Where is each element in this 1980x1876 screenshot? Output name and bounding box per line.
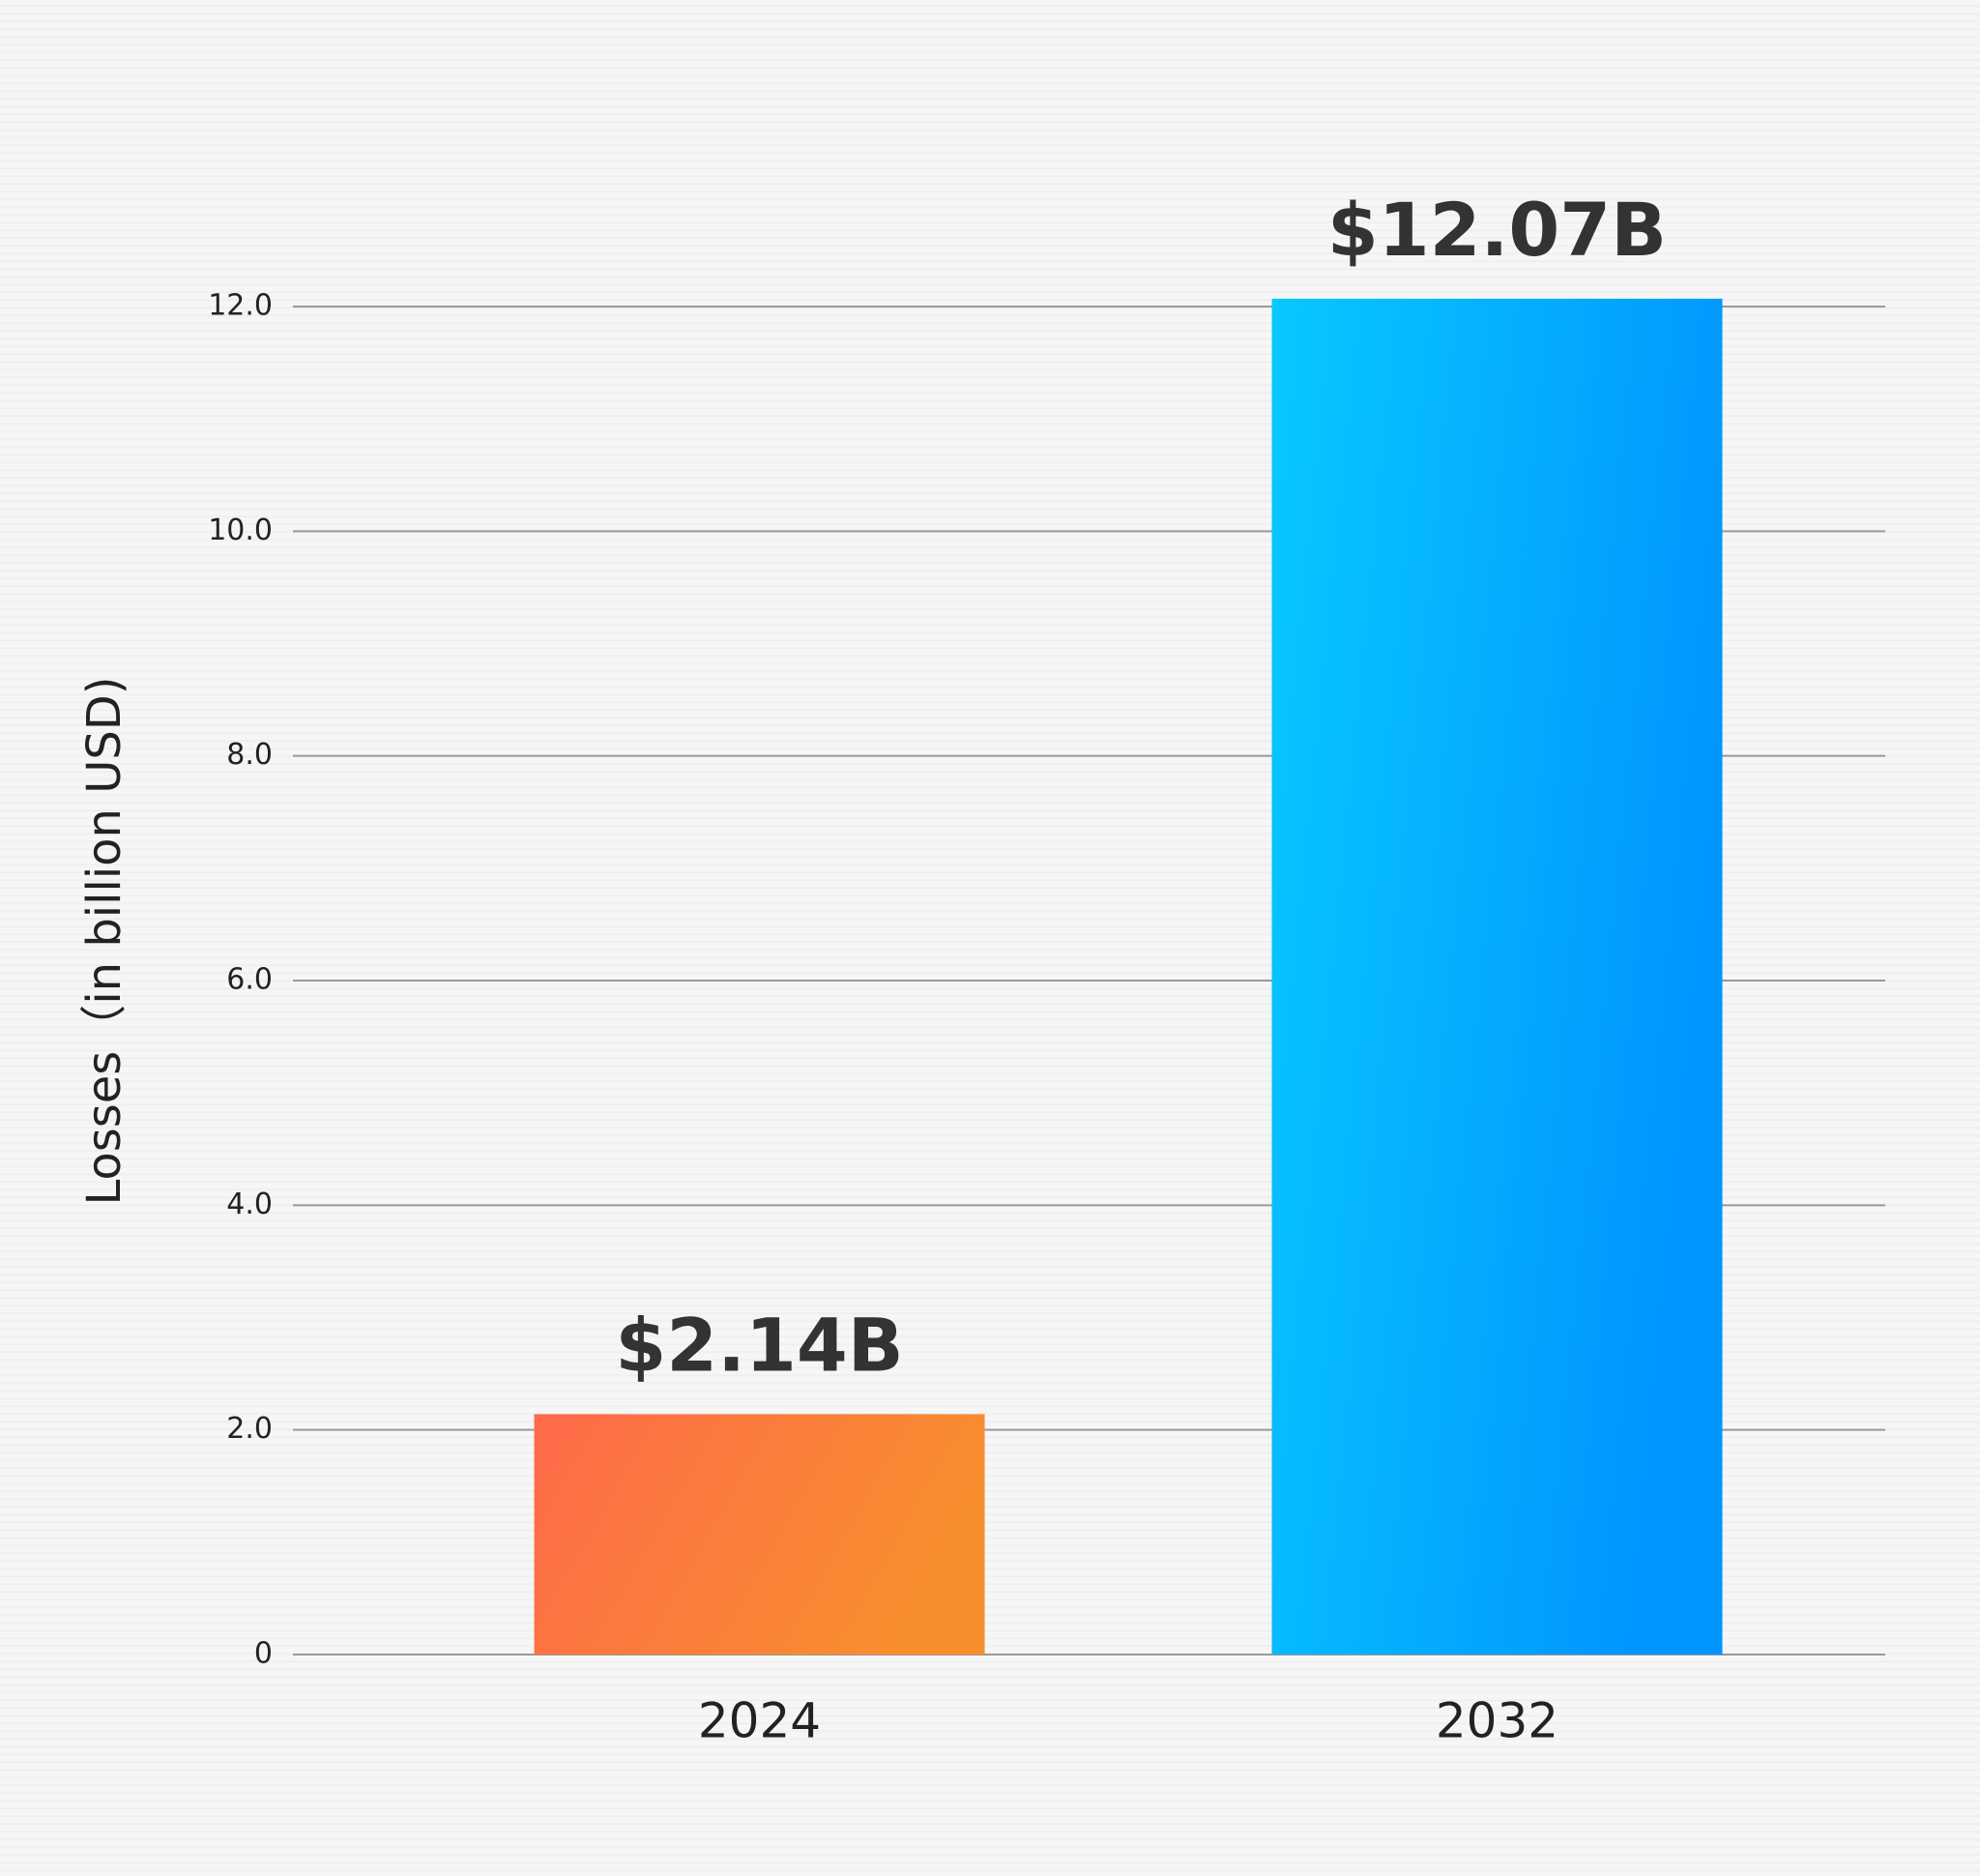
y-axis-label: Losses（in billion USD) xyxy=(77,677,131,1206)
bar xyxy=(1271,298,1723,1655)
y-tick-label: 10.0 xyxy=(208,513,273,547)
y-tick-label: 12.0 xyxy=(208,289,273,323)
x-tick-label: 2024 xyxy=(698,1693,821,1749)
y-tick-label: 4.0 xyxy=(226,1187,273,1221)
y-tick-label: 2.0 xyxy=(226,1412,273,1446)
bar xyxy=(534,1414,985,1655)
y-tick-label: 6.0 xyxy=(226,963,273,997)
value-label: $12.07B xyxy=(1327,187,1667,273)
y-tick-label: 8.0 xyxy=(226,738,273,772)
value-label: $2.14B xyxy=(615,1302,903,1388)
x-tick-label: 2032 xyxy=(1436,1693,1558,1749)
y-tick-label: 0 xyxy=(254,1637,273,1671)
